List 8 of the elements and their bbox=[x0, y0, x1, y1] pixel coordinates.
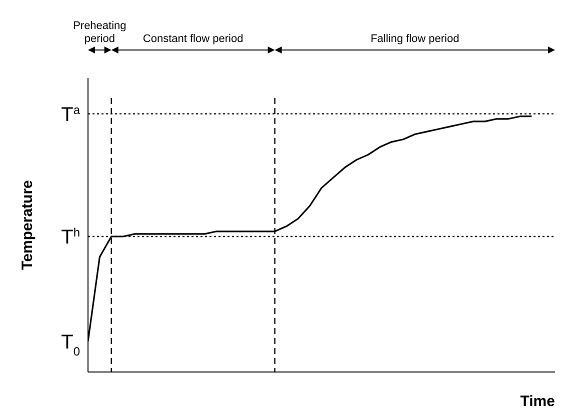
text: T$_{0}$ bbox=[61, 331, 80, 358]
text: Constant flow period bbox=[142, 33, 244, 45]
text: Preheating period bbox=[73, 20, 126, 45]
ref-line-label: T$^{h}$ bbox=[61, 226, 80, 249]
x-axis-title: Time bbox=[520, 393, 555, 410]
ref-line-label: T$^{a}$ bbox=[61, 102, 80, 126]
text: Falling flow period bbox=[370, 33, 460, 45]
y-axis-title: Temperature bbox=[19, 180, 36, 270]
